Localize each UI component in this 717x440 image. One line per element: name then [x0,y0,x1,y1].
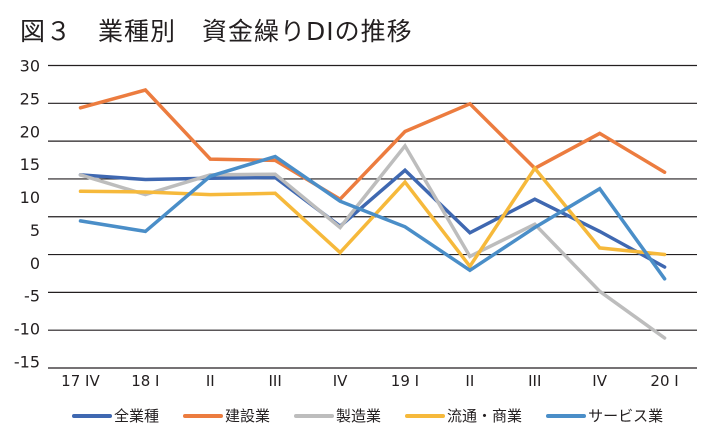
legend-swatch [183,413,224,418]
legend-item: 全業種 [72,405,159,426]
x-tick-label: II [465,372,474,390]
legend-label: 全業種 [114,407,160,425]
x-tick-label: III [269,372,282,390]
y-tick-label: 25 [20,89,40,108]
legend-label: サービス業 [588,407,664,425]
legend: 全業種 建設業 製造業 流通・商業 サービス業 [72,405,687,426]
y-tick-label: -10 [14,320,40,339]
legend-swatch [294,413,335,418]
y-tick-label: -15 [14,353,40,372]
series-line-1 [78,88,667,202]
x-tick-label: III [528,372,541,390]
x-tick-label: 17 IV [61,372,100,390]
chart-title: 図３ 業種別 資金繰りDIの推移 [20,17,413,46]
series-line-2 [78,142,667,340]
legend-item: 建設業 [183,405,270,426]
x-tick-label: 18 I [131,372,159,390]
legend-label: 建設業 [225,407,271,425]
legend-item: 製造業 [294,405,381,426]
x-tick-label: IV [333,372,348,390]
y-tick-label: 30 [20,57,40,76]
series-line-0 [78,167,667,269]
y-tick-label: 15 [20,155,40,174]
x-tick-label: 19 I [391,372,419,390]
legend-swatch [405,413,446,418]
legend-label: 製造業 [336,407,382,425]
x-tick-label: II [206,372,215,390]
x-tick-label: 20 I [650,372,678,390]
x-axis-ticks: 17 IV 18 I II III IV 19 I II III IV 20 I [61,372,679,390]
legend-swatch [546,413,587,418]
legend-swatch [72,413,112,418]
legend-label: 流通・商業 [447,407,523,425]
y-tick-label: -5 [24,287,40,306]
legend-item: サービス業 [546,405,663,426]
x-tick-label: IV [592,372,607,390]
y-axis-ticks: 30 25 20 15 10 5 0 -5 -10 -15 [14,57,40,372]
series-line-4 [78,154,667,281]
y-tick-label: 20 [20,122,40,141]
y-tick-label: 10 [20,188,40,207]
legend-item: 流通・商業 [405,405,522,426]
series-lines [78,88,667,340]
y-tick-label: 5 [30,221,40,240]
y-tick-label: 0 [30,254,40,273]
